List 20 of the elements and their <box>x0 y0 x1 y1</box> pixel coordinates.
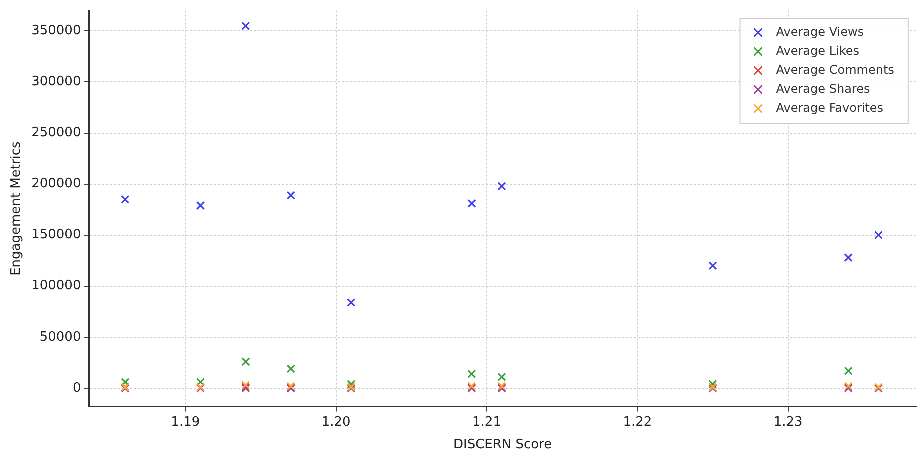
y-tick-label: 150000 <box>32 228 82 243</box>
legend-label: Average Favorites <box>776 100 884 115</box>
y-tick-label: 200000 <box>32 176 82 192</box>
x-tick-label: 1.22 <box>623 414 652 430</box>
legend-label: Average Views <box>776 24 864 39</box>
y-tick-label: 0 <box>72 380 82 396</box>
y-tick-label: 250000 <box>32 126 82 141</box>
legend-label: Average Shares <box>776 82 870 96</box>
y-tick-label: 100000 <box>32 278 82 294</box>
x-tick-label: 1.19 <box>171 414 200 430</box>
x-tick-label: 1.21 <box>472 414 502 430</box>
legend-label: Average Comments <box>776 62 894 77</box>
y-tick-label: 300000 <box>32 74 82 90</box>
y-tick-label: 350000 <box>32 24 82 39</box>
y-axis-title: Engagement Metrics <box>9 141 24 276</box>
x-axis-title: DISCERN Score <box>453 438 552 453</box>
x-tick-label: 1.23 <box>774 414 803 430</box>
x-tick-label: 1.20 <box>322 414 351 430</box>
y-tick-label: 50000 <box>40 330 82 345</box>
legend-label: Average Likes <box>776 44 860 58</box>
